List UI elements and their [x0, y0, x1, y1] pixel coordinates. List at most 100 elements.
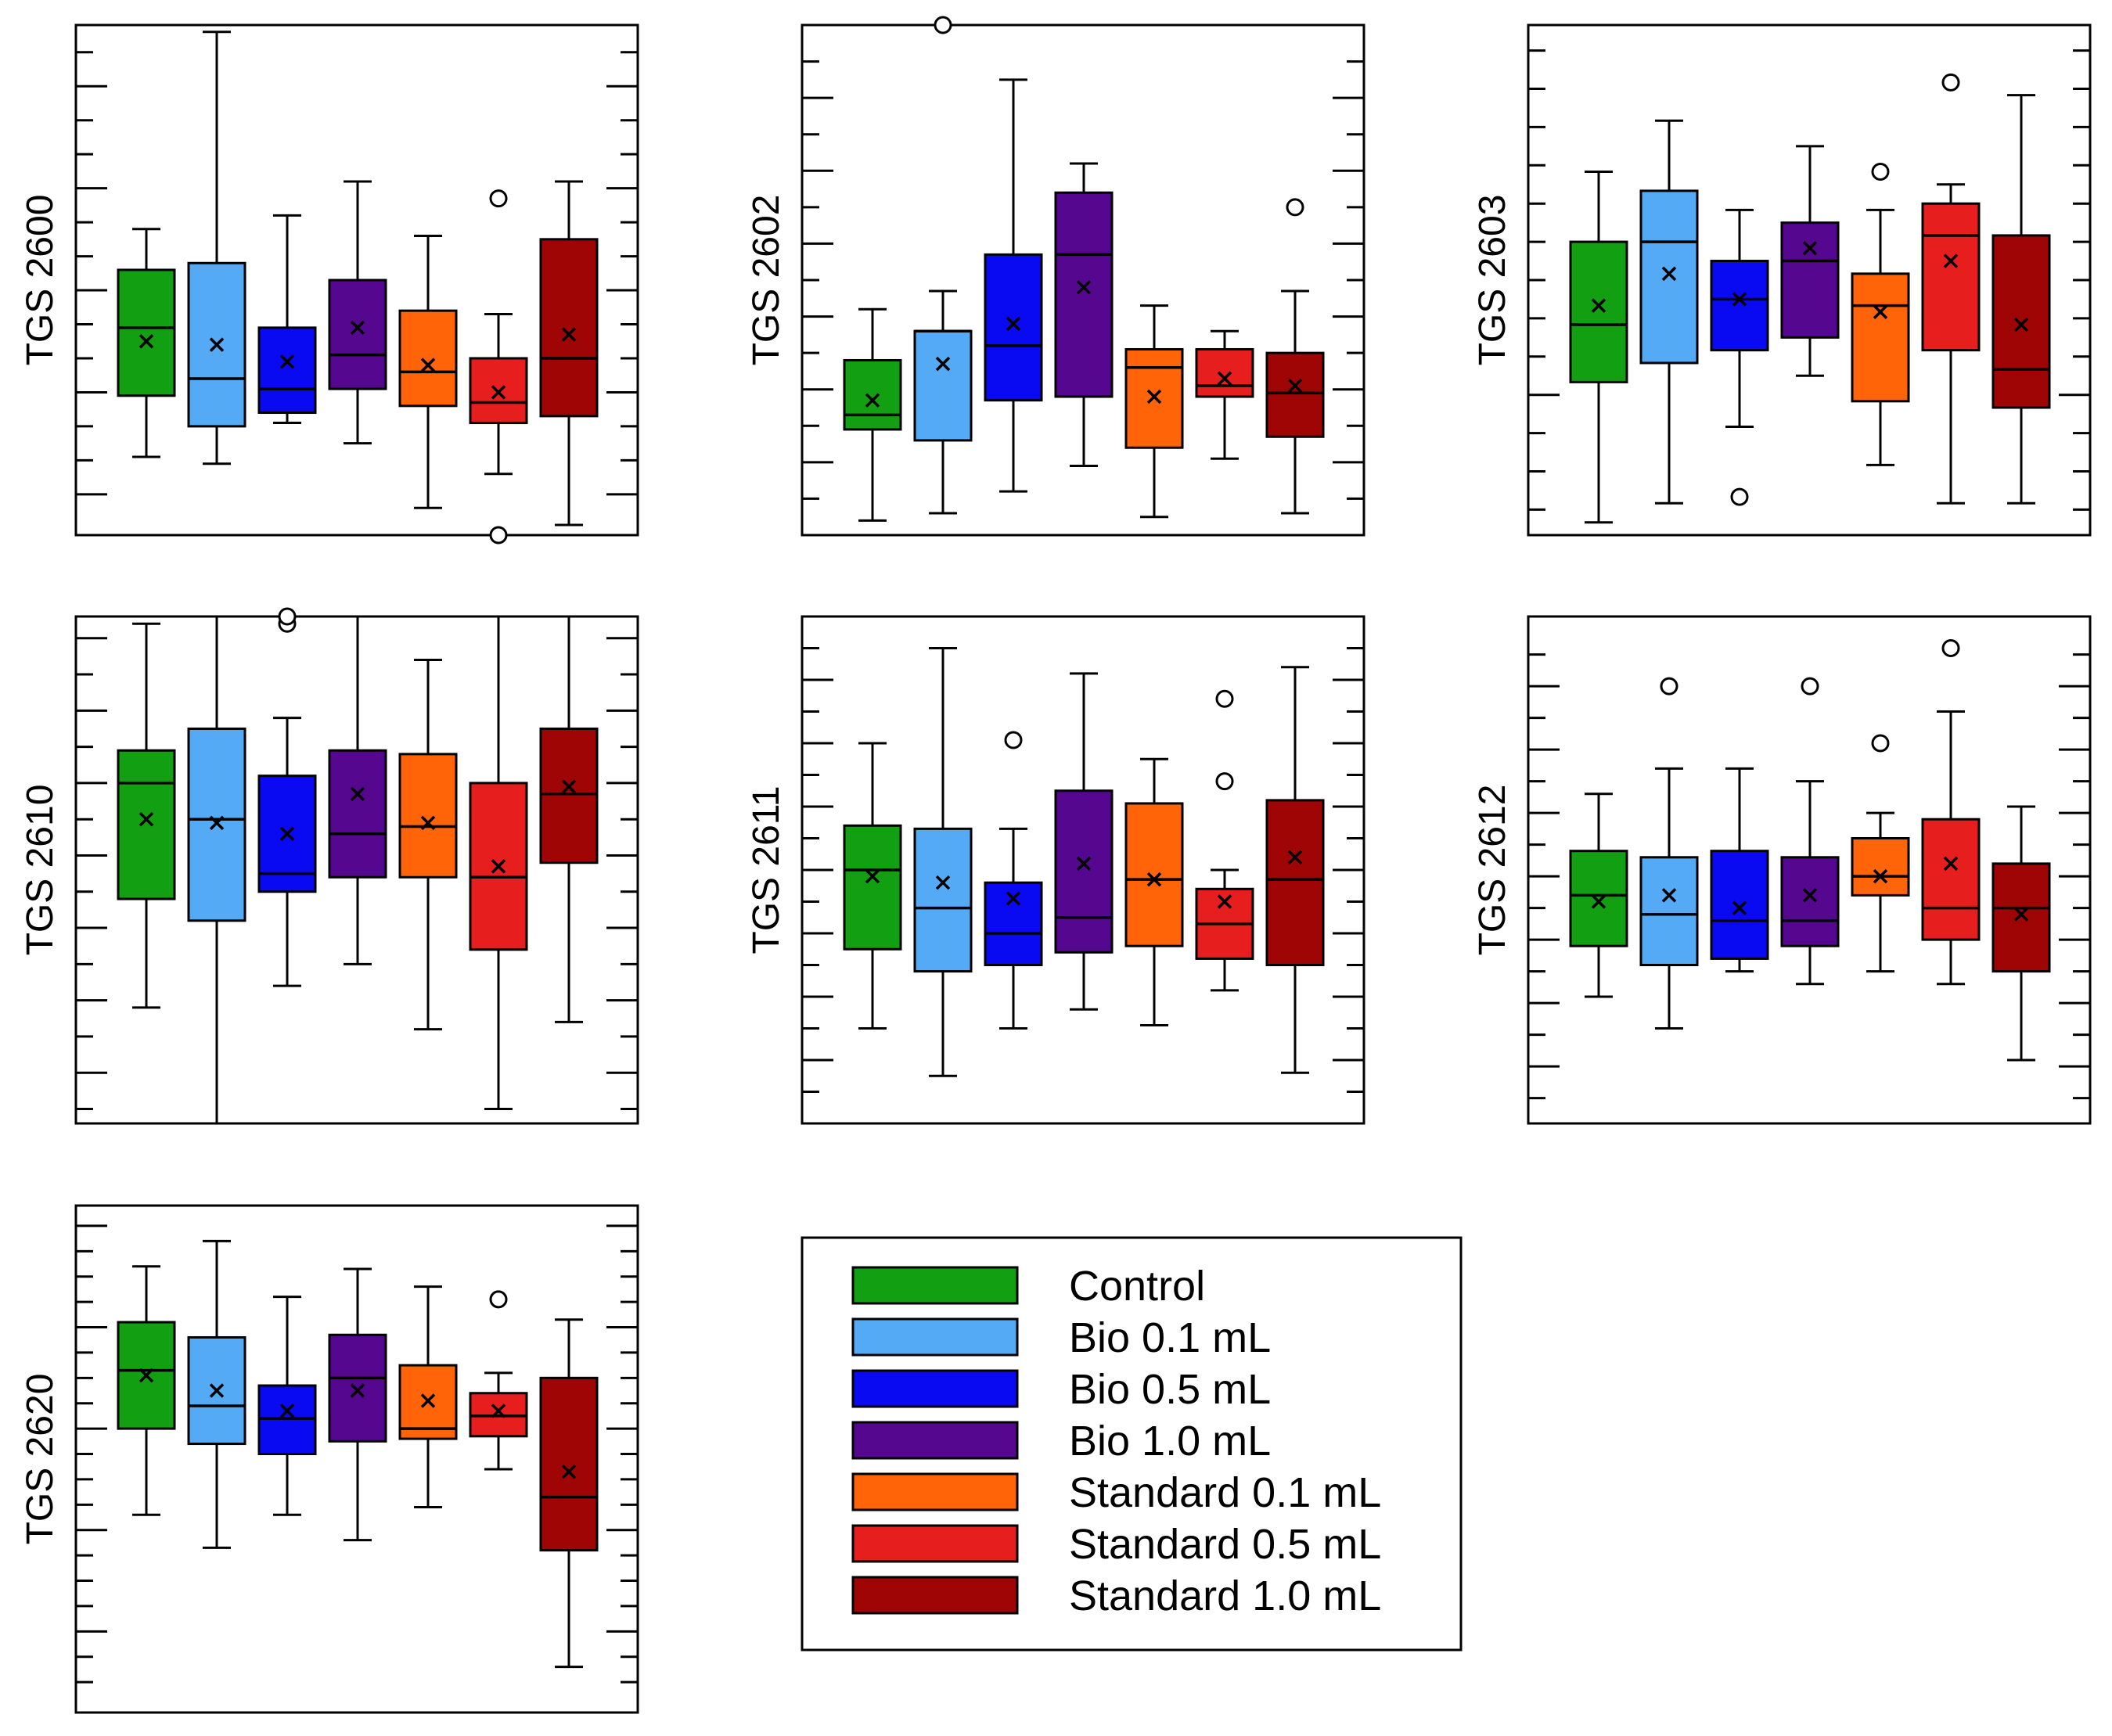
- mean-marker: [1873, 304, 1888, 319]
- outlier-point: [1871, 734, 1890, 753]
- mean-stroke: [1287, 378, 1303, 394]
- mean-stroke: [1006, 891, 1021, 906]
- outlier-point: [1660, 677, 1678, 695]
- box: [328, 1333, 387, 1443]
- box: [1639, 856, 1699, 967]
- mean-stroke: [279, 826, 295, 841]
- mean-stroke: [1943, 856, 1959, 872]
- mean-marker: [1591, 298, 1606, 313]
- panel-tgs-2612: TGS 2612: [1472, 615, 2092, 1125]
- outlier-point: [1286, 198, 1304, 217]
- box: [398, 309, 458, 408]
- legend-label: Bio 1.0 mL: [1069, 1418, 1271, 1465]
- mean-stroke: [491, 859, 506, 874]
- mean-marker: [1802, 888, 1818, 903]
- mean-stroke: [420, 815, 436, 831]
- box: [1265, 351, 1325, 438]
- y-axis-label: TGS 2602: [746, 195, 787, 366]
- legend-label: Standard 1.0 mL: [1069, 1572, 1381, 1619]
- mean-marker: [935, 356, 951, 372]
- y-axis-label: TGS 2603: [1472, 195, 1513, 366]
- mean-marker: [1076, 856, 1092, 872]
- box: [1991, 234, 2051, 409]
- mean-marker: [2013, 317, 2029, 332]
- mean-stroke: [1661, 888, 1677, 903]
- box: [1851, 272, 1910, 403]
- mean-marker: [1661, 266, 1677, 282]
- mean-marker: [1873, 868, 1888, 884]
- legend-label: Bio 0.5 mL: [1069, 1366, 1271, 1413]
- box: [328, 279, 387, 390]
- legend: Control Bio 0.1 mL Bio 0.5 mL Bio 1.0 mL…: [801, 1236, 1463, 1652]
- panel-tgs-2600: TGS 2600: [20, 23, 639, 545]
- outlier-point: [489, 189, 508, 208]
- mean-marker: [1146, 389, 1162, 404]
- box: [1569, 850, 1628, 947]
- mean-stroke: [350, 1383, 365, 1398]
- outlier-point: [278, 607, 297, 626]
- mean-marker: [1732, 292, 1747, 307]
- box: [1054, 789, 1114, 954]
- mean-stroke: [1802, 888, 1818, 903]
- mean-marker: [1732, 900, 1747, 915]
- box: [913, 827, 973, 973]
- outlier-point: [1801, 677, 1819, 695]
- y-axis-label: TGS 2612: [1472, 785, 1513, 956]
- legend-swatch: [851, 1421, 1019, 1460]
- outlier-point: [1941, 73, 1960, 92]
- mean-stroke: [491, 1404, 506, 1418]
- legend-swatch: [851, 1472, 1019, 1511]
- box: [539, 238, 599, 418]
- panel-tgs-2603: TGS 2603: [1472, 23, 2092, 537]
- mean-stroke: [1076, 280, 1092, 295]
- mean-marker: [1943, 253, 1959, 268]
- legend-item-bio-0-1: Bio 0.1 mL: [851, 1314, 1271, 1361]
- mean-stroke: [350, 786, 365, 802]
- mean-marker: [1287, 378, 1303, 394]
- box: [1124, 802, 1184, 947]
- mean-stroke: [1006, 316, 1021, 332]
- mean-stroke: [1217, 894, 1232, 909]
- box: [1780, 221, 1840, 339]
- mean-stroke: [2013, 907, 2029, 922]
- box: [1710, 850, 1769, 960]
- mean-marker: [2013, 907, 2029, 922]
- mean-marker: [1802, 241, 1818, 256]
- outlier-point: [1730, 487, 1749, 506]
- outlier-point: [1215, 689, 1234, 708]
- y-axis-label: TGS 2610: [20, 785, 61, 956]
- legend-item-standard-0-1: Standard 0.1 mL: [851, 1469, 1381, 1516]
- outlier-point: [1004, 731, 1023, 749]
- mean-stroke: [1591, 298, 1606, 313]
- box: [843, 358, 902, 431]
- mean-stroke: [1873, 868, 1888, 884]
- box: [117, 268, 176, 397]
- mean-stroke: [491, 385, 506, 400]
- panel-tgs-2610: TGS 2610: [20, 607, 639, 1125]
- mean-marker: [1287, 850, 1303, 865]
- mean-stroke: [1146, 872, 1162, 887]
- mean-stroke: [279, 1404, 295, 1418]
- mean-marker: [209, 815, 225, 831]
- box: [1991, 862, 2051, 973]
- mean-marker: [209, 337, 225, 352]
- mean-marker: [279, 826, 295, 841]
- mean-marker: [491, 1404, 506, 1418]
- panel-tgs-2611: TGS 2611: [746, 615, 1365, 1125]
- mean-stroke: [209, 815, 225, 831]
- legend-swatch: [851, 1266, 1019, 1305]
- mean-marker: [865, 393, 880, 408]
- mean-marker: [935, 875, 951, 890]
- mean-marker: [279, 1404, 295, 1418]
- mean-marker: [1217, 894, 1232, 909]
- mean-stroke: [1287, 850, 1303, 865]
- legend-label: Standard 0.5 mL: [1069, 1521, 1381, 1568]
- mean-stroke: [865, 393, 880, 408]
- mean-marker: [1661, 888, 1677, 903]
- mean-stroke: [935, 875, 951, 890]
- outlier-point: [934, 16, 952, 34]
- mean-marker: [1006, 316, 1021, 332]
- legend-swatch: [851, 1369, 1019, 1408]
- mean-stroke: [209, 1383, 225, 1398]
